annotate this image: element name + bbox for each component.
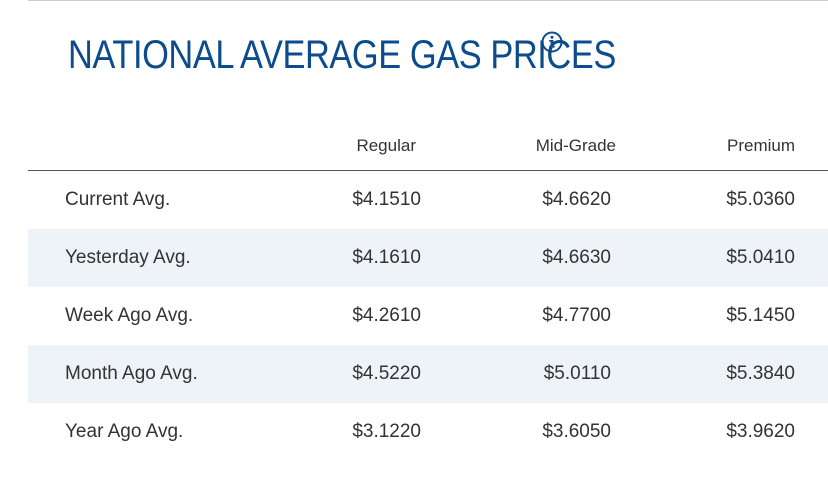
table-row: Yesterday Avg. $4.1610 $4.6630 $5.0410 <box>28 229 828 287</box>
row-label: Week Ago Avg. <box>65 305 194 326</box>
header-regular: Regular <box>258 122 428 171</box>
premium-price: $5.0410 <box>628 229 828 287</box>
table-row: Week Ago Avg. $4.2610 $4.7700 $5.1450 <box>28 287 828 345</box>
row-label: Current Avg. <box>65 189 171 210</box>
premium-price: $5.0360 <box>726 189 795 210</box>
table-row: Month Ago Avg. $4.5220 $5.0110 $5.3840 <box>28 345 828 403</box>
title-area: NATIONAL AVERAGE GAS PRICES <box>68 30 705 80</box>
top-divider <box>28 0 828 1</box>
row-label: Month Ago Avg. <box>28 345 258 403</box>
premium-price: $5.3840 <box>628 345 828 403</box>
gas-prices-table: Regular Mid-Grade Premium Current Avg. $… <box>28 122 828 461</box>
mid-grade-price: $4.7700 <box>542 305 611 326</box>
row-label: Year Ago Avg. <box>65 421 184 442</box>
row-label: Yesterday Avg. <box>28 229 258 287</box>
regular-price: $3.1220 <box>352 421 421 442</box>
regular-price: $4.1610 <box>258 229 428 287</box>
mid-grade-price: $4.6620 <box>542 189 611 210</box>
table-row: Year Ago Avg. $3.1220 $3.6050 $3.9620 <box>28 403 828 461</box>
header-premium: Premium <box>628 122 828 171</box>
premium-price: $3.9620 <box>726 421 795 442</box>
mid-grade-price: $4.6630 <box>428 229 628 287</box>
page-title: NATIONAL AVERAGE GAS PRICES <box>68 33 616 77</box>
regular-price: $4.1510 <box>352 189 421 210</box>
mid-grade-price: $5.0110 <box>428 345 628 403</box>
mid-grade-price: $3.6050 <box>542 421 611 442</box>
header-blank <box>28 122 258 171</box>
table-row: Current Avg. $4.1510 $4.6620 $5.0360 <box>28 171 828 230</box>
table-header-row: Regular Mid-Grade Premium <box>28 122 828 171</box>
info-icon[interactable] <box>541 31 563 53</box>
regular-price: $4.2610 <box>352 305 421 326</box>
header-mid-grade: Mid-Grade <box>428 122 628 171</box>
regular-price: $4.5220 <box>258 345 428 403</box>
info-circle-icon <box>541 31 563 53</box>
premium-price: $5.1450 <box>726 305 795 326</box>
